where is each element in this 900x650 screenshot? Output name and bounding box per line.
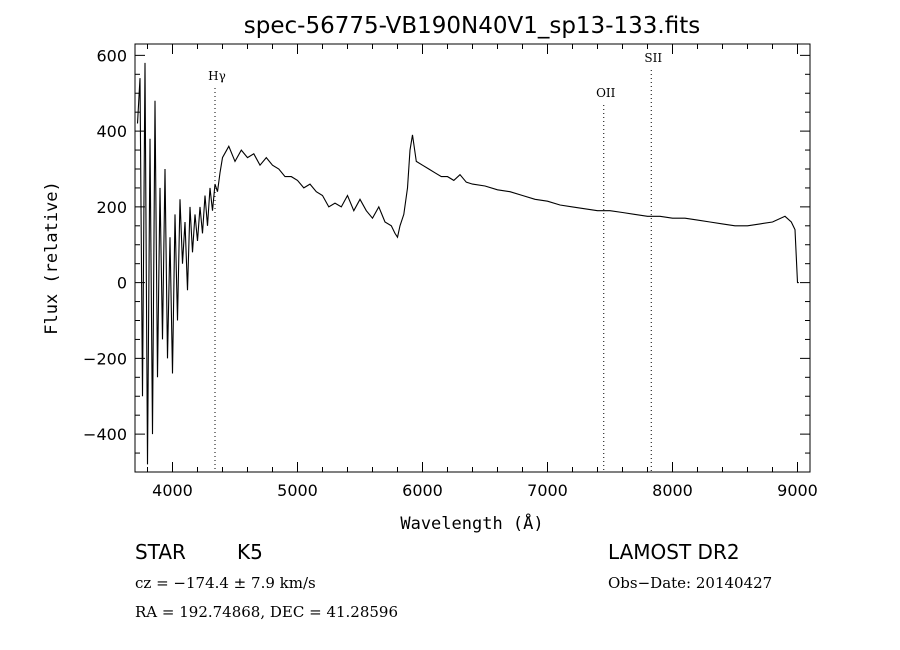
spectrum-line (136, 62, 799, 465)
object-class: STAR (135, 540, 186, 564)
plot-frame (134, 43, 811, 473)
x-tick-label: 9000 (777, 481, 818, 500)
line-marker-label: OII (596, 86, 616, 100)
line-marker-label: Hγ (208, 69, 226, 83)
y-tick-label: 200 (96, 198, 127, 217)
x-tick-label: 8000 (652, 481, 693, 500)
redshift-velocity: cz = −174.4 ± 7.9 km/s (135, 574, 316, 592)
y-tick-label: 600 (96, 46, 127, 65)
x-axis-label: Wavelength (Å) (400, 512, 543, 534)
y-tick-label: 400 (96, 122, 127, 141)
object-subclass: K5 (237, 540, 263, 564)
coordinates: RA = 192.74868, DEC = 41.28596 (135, 603, 399, 621)
x-tick-label: 7000 (527, 481, 568, 500)
line-marker-label: SII (644, 51, 662, 65)
y-tick-label: −400 (83, 425, 127, 444)
survey-label: LAMOST DR2 (608, 540, 740, 564)
y-axis-label: Flux (relative) (42, 181, 62, 335)
chart-title: spec-56775-VB190N40V1_sp13-133.fits (244, 13, 700, 39)
y-tick-label: 0 (117, 274, 127, 293)
x-tick-label: 4000 (152, 481, 193, 500)
axis-ticks: 4000 5000 6000 7000 8000 9000 −400 −200 0 200 400 6… (83, 44, 818, 500)
x-tick-label: 5000 (277, 481, 318, 500)
y-tick-label: −200 (83, 349, 127, 368)
x-tick-label: 6000 (402, 481, 443, 500)
observation-date: Obs−Date: 20140427 (608, 574, 773, 592)
spectral-line-markers: Hγ OII SII (208, 51, 662, 472)
